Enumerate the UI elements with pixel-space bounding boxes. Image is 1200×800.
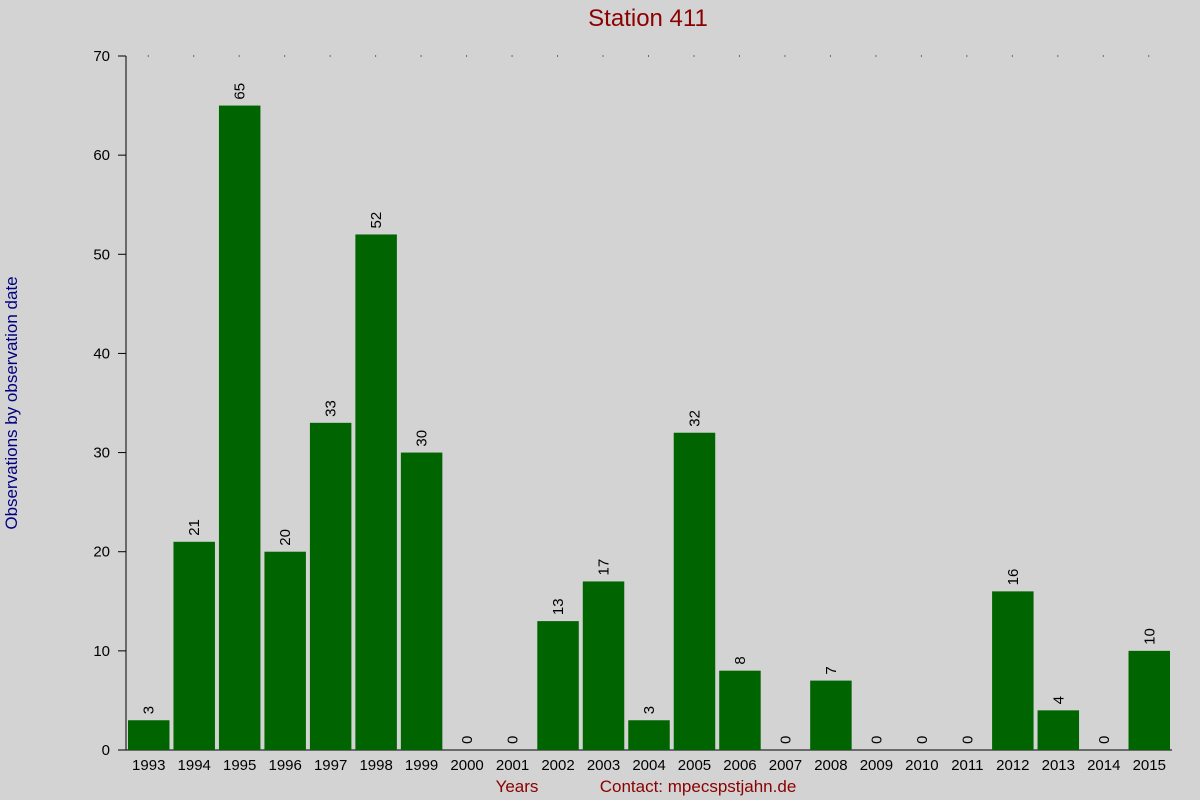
value-label: 17 xyxy=(596,559,613,576)
x-tick-label: 1995 xyxy=(223,757,256,774)
value-label: 0 xyxy=(914,736,931,744)
x-tick-label: 1993 xyxy=(132,757,165,774)
value-label: 0 xyxy=(959,736,976,744)
value-label: 0 xyxy=(505,736,522,744)
x-tick-label: 2003 xyxy=(587,757,620,774)
contact-note: Contact: mpecspstjahn.de xyxy=(600,777,797,796)
bar xyxy=(128,720,170,750)
x-tick-label: 2014 xyxy=(1087,757,1120,774)
y-tick-label: 20 xyxy=(93,544,110,561)
x-tick-label: 2008 xyxy=(814,757,847,774)
bar xyxy=(719,670,761,750)
x-tick-label: 1999 xyxy=(405,757,438,774)
x-tick-label: 1997 xyxy=(314,757,347,774)
value-label: 3 xyxy=(141,706,158,714)
value-label: 21 xyxy=(186,519,203,536)
value-label: 10 xyxy=(1141,628,1158,645)
x-tick-label: 2005 xyxy=(678,757,711,774)
value-label: 52 xyxy=(368,212,385,229)
y-axis-label: Observations by observation date xyxy=(2,276,21,529)
x-tick-label: 2015 xyxy=(1133,757,1166,774)
bar xyxy=(355,234,397,750)
x-tick-label: 2002 xyxy=(541,757,574,774)
y-tick-label: 10 xyxy=(93,643,110,660)
x-tick-label: 2007 xyxy=(769,757,802,774)
bar xyxy=(537,621,579,750)
y-tick-label: 30 xyxy=(93,445,110,462)
x-tick-label: 1996 xyxy=(268,757,301,774)
y-tick-label: 70 xyxy=(93,48,110,65)
x-tick-label: 1998 xyxy=(359,757,392,774)
x-tick-label: 2009 xyxy=(860,757,893,774)
x-tick-label: 2004 xyxy=(632,757,665,774)
x-tick-label: 2011 xyxy=(951,757,983,774)
y-tick-label: 40 xyxy=(93,345,110,362)
bar xyxy=(1037,710,1080,750)
bar xyxy=(582,581,625,750)
value-label: 0 xyxy=(868,736,885,744)
chart-title: Station 411 xyxy=(588,5,708,32)
value-label: 8 xyxy=(732,656,749,664)
value-label: 32 xyxy=(686,410,703,427)
value-label: 3 xyxy=(641,706,658,714)
value-label: 7 xyxy=(823,666,840,674)
y-tick-label: 50 xyxy=(93,246,110,263)
x-tick-label: 2000 xyxy=(450,757,483,774)
x-tick-label: 2006 xyxy=(723,757,756,774)
x-tick-label: 2010 xyxy=(905,757,938,774)
value-label: 16 xyxy=(1005,569,1022,586)
value-label: 0 xyxy=(777,736,794,744)
bar xyxy=(173,541,215,750)
bar xyxy=(218,105,261,751)
bar xyxy=(309,422,352,750)
y-tick-label: 0 xyxy=(102,742,110,759)
bar xyxy=(264,551,306,750)
x-axis-label: Years xyxy=(496,777,539,796)
bar xyxy=(810,680,852,750)
bar xyxy=(628,720,670,750)
value-label: 20 xyxy=(277,529,294,546)
bar xyxy=(992,591,1034,750)
bar xyxy=(1128,650,1170,750)
value-label: 30 xyxy=(414,430,431,447)
x-tick-label: 2012 xyxy=(996,757,1029,774)
value-label: 33 xyxy=(323,400,340,417)
x-tick-label: 2013 xyxy=(1042,757,1075,774)
value-label: 13 xyxy=(550,598,567,615)
x-tick-label: 2001 xyxy=(496,757,529,774)
y-tick-label: 60 xyxy=(93,147,110,164)
x-tick-label: 1994 xyxy=(178,757,211,774)
value-label: 4 xyxy=(1050,696,1067,704)
value-label: 0 xyxy=(1096,736,1113,744)
bar xyxy=(673,432,716,750)
value-label: 65 xyxy=(232,83,249,100)
value-label: 0 xyxy=(459,736,476,744)
bar xyxy=(400,452,443,750)
